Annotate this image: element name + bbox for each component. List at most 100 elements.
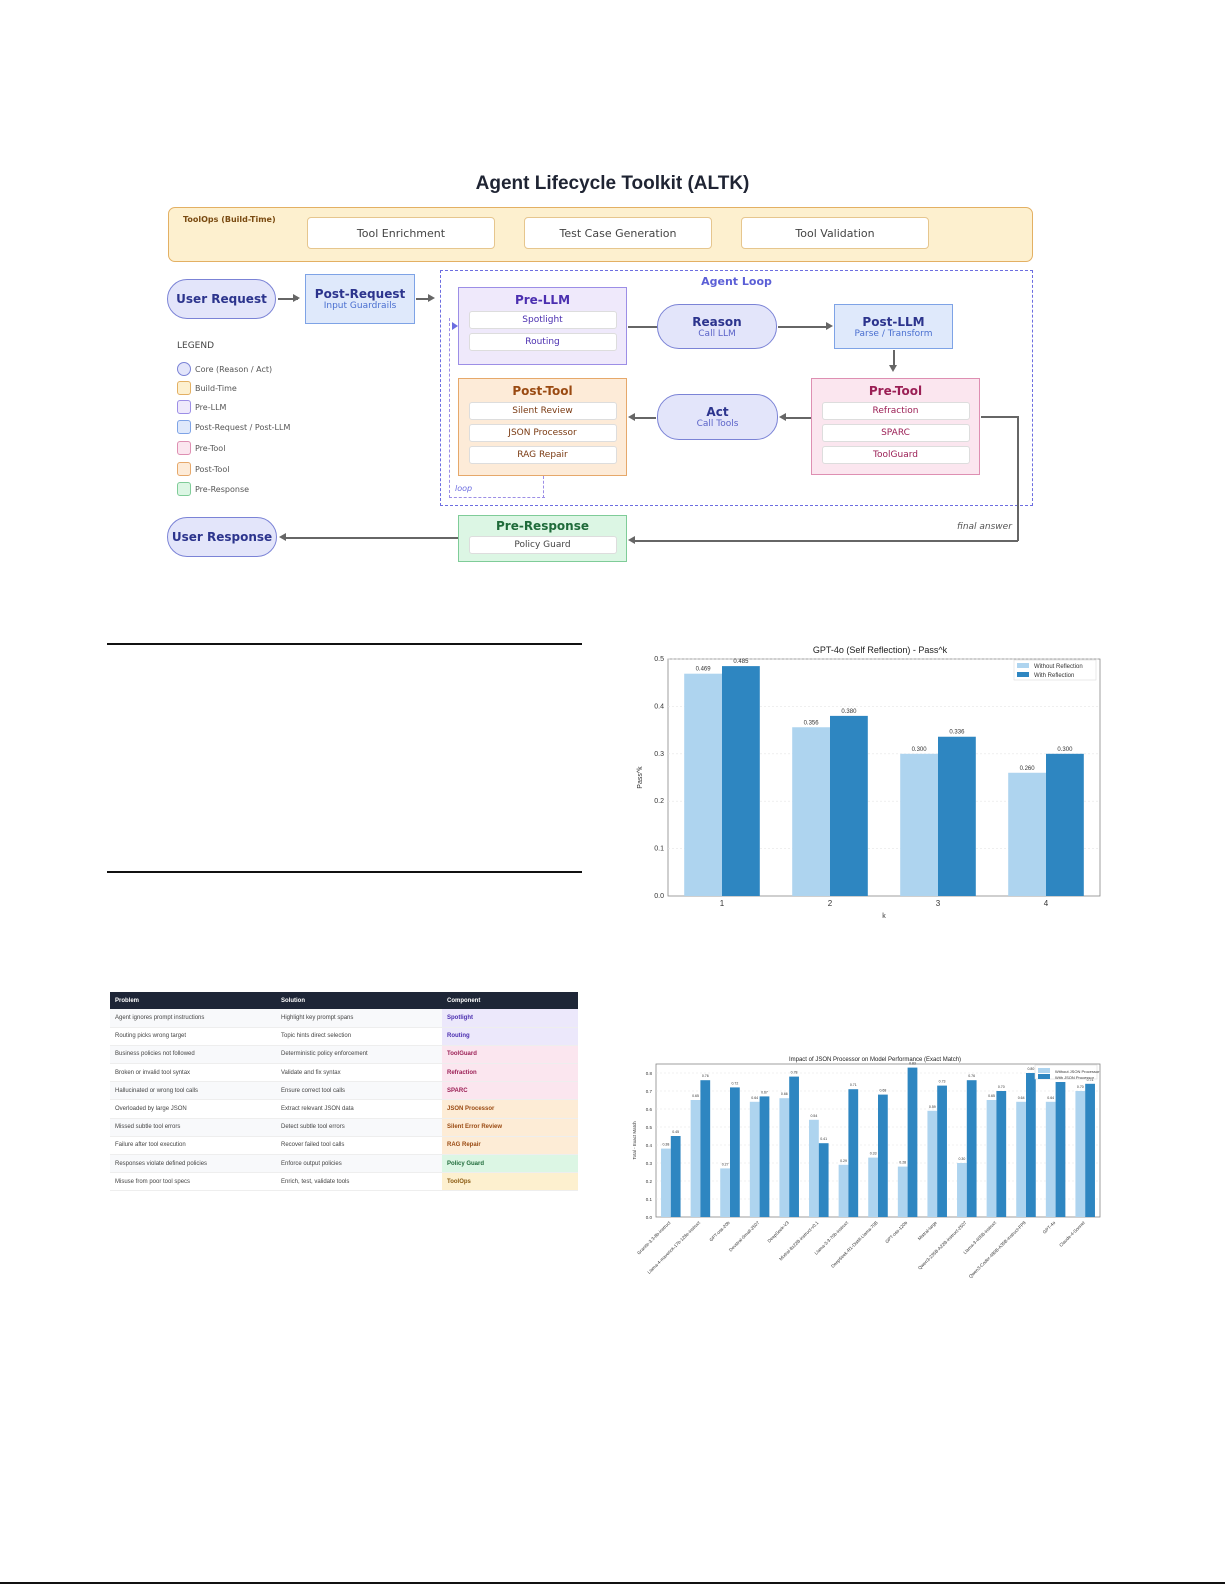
- table-row: Business policies not followed Determinis…: [110, 1045, 578, 1065]
- svg-text:0.2: 0.2: [646, 1179, 653, 1184]
- svg-text:With JSON Processor: With JSON Processor: [1055, 1075, 1095, 1080]
- bar: [1045, 1101, 1056, 1217]
- svg-text:0.8: 0.8: [646, 1071, 653, 1076]
- svg-text:0.72: 0.72: [731, 1081, 738, 1085]
- bar: [907, 1067, 918, 1217]
- svg-text:Pass^k: Pass^k: [637, 766, 644, 789]
- bar: [996, 1091, 1007, 1217]
- header-solution: Solution: [276, 992, 442, 1009]
- bar: [661, 1148, 671, 1217]
- svg-text:0.71: 0.71: [850, 1083, 857, 1087]
- bar: [1085, 1083, 1095, 1217]
- reason-node: Reason Call LLM: [657, 304, 777, 349]
- svg-text:0.38: 0.38: [663, 1143, 670, 1147]
- svg-text:0.336: 0.336: [949, 730, 965, 736]
- pre-llm-node: Pre-LLM Spotlight Routing: [458, 287, 627, 365]
- toolguard-item: ToolGuard: [821, 446, 970, 464]
- arrow-connector: [1017, 416, 1019, 541]
- svg-text:GPT-4o: GPT-4o: [1042, 1220, 1057, 1235]
- bar: [1008, 772, 1046, 896]
- section-divider: [107, 871, 582, 873]
- user-response-label: User Response: [171, 530, 273, 544]
- arrow-connector: [893, 350, 895, 366]
- spotlight-item: Spotlight: [468, 311, 617, 329]
- pre-tool-title: Pre-Tool: [868, 384, 923, 398]
- reason-title: Reason: [692, 314, 742, 329]
- rag-repair-item: RAG Repair: [468, 446, 617, 464]
- arrow-connector: [785, 417, 811, 419]
- toolops-panel: ToolOps (Build-Time) Tool Enrichment Tes…: [168, 207, 1033, 262]
- arrowhead-icon: [293, 294, 300, 302]
- svg-text:0.3: 0.3: [646, 1161, 653, 1166]
- svg-text:GPT-oss-120b: GPT-oss-120b: [884, 1220, 908, 1244]
- bar: [878, 1094, 888, 1217]
- problem-cell: Business policies not followed: [110, 1045, 276, 1065]
- bar: [1026, 1073, 1036, 1217]
- svg-text:With Reflection: With Reflection: [1034, 673, 1074, 679]
- arrowhead-icon: [628, 413, 635, 421]
- arrowhead-icon: [889, 365, 897, 372]
- table-row: Missed subtle tool errors Detect subtle t…: [110, 1118, 578, 1137]
- component-cell: Routing: [442, 1027, 578, 1046]
- svg-text:Total - Exact Match: Total - Exact Match: [632, 1121, 637, 1160]
- svg-text:0.76: 0.76: [702, 1074, 709, 1078]
- svg-text:0.80: 0.80: [1027, 1067, 1034, 1071]
- chart-title: GPT-4o (Self Reflection) - Pass^k: [813, 645, 948, 655]
- problem-cell: Agent ignores prompt instructions: [110, 1009, 276, 1028]
- bar: [1075, 1091, 1086, 1217]
- bar: [838, 1164, 849, 1217]
- bar: [749, 1101, 760, 1217]
- legend-item: Post-Request / Post-LLM: [177, 420, 290, 434]
- silent-review-item: Silent Review: [468, 402, 617, 420]
- table-row: Broken or invalid tool syntax Validate an…: [110, 1063, 578, 1083]
- arrow-connector: [981, 416, 1018, 418]
- bar: [900, 753, 938, 896]
- pre-tool-node: Pre-Tool Refraction SPARC ToolGuard: [811, 378, 980, 475]
- section-divider: [107, 643, 582, 645]
- solution-cell: Deterministic policy enforcement: [276, 1045, 442, 1065]
- svg-text:0.300: 0.300: [1057, 747, 1073, 753]
- problem-solution-table: Problem Solution Component Agent ignores…: [110, 992, 578, 1192]
- legend-item: Pre-Tool: [177, 441, 225, 455]
- post-tool-node: Post-Tool Silent Review JSON Processor R…: [458, 378, 627, 476]
- svg-text:0.0: 0.0: [654, 893, 664, 900]
- svg-text:0.70: 0.70: [1077, 1085, 1084, 1089]
- arrow-connector: [628, 326, 658, 328]
- bar: [690, 1100, 701, 1217]
- bar: [818, 1143, 829, 1217]
- bar: [1046, 753, 1084, 896]
- bar: [792, 727, 830, 896]
- bar: [927, 1110, 938, 1217]
- act-node: Act Call Tools: [657, 394, 778, 440]
- legend-item: Pre-LLM: [177, 400, 226, 414]
- bar: [986, 1100, 997, 1217]
- arrow-connector: [285, 537, 458, 539]
- svg-text:0.65: 0.65: [692, 1094, 699, 1098]
- loop-label: loop: [455, 484, 473, 493]
- bar: [789, 1076, 799, 1217]
- svg-text:0.260: 0.260: [1020, 766, 1036, 772]
- svg-text:Qwen3-Coder-480B-A35B-instruct: Qwen3-Coder-480B-A35B-instruct-FP8: [968, 1220, 1027, 1279]
- svg-text:0.3: 0.3: [654, 751, 664, 758]
- table-row: Overloaded by large JSON Extract relevant…: [110, 1099, 578, 1119]
- svg-text:2: 2: [828, 899, 833, 908]
- svg-text:0.27: 0.27: [722, 1162, 729, 1166]
- bar: [938, 736, 976, 896]
- header-component: Component: [442, 992, 578, 1009]
- svg-text:0.33: 0.33: [870, 1152, 877, 1156]
- bar: [848, 1089, 859, 1217]
- bar: [830, 715, 868, 896]
- svg-text:0.1: 0.1: [654, 846, 664, 853]
- problem-cell: Responses violate defined policies: [110, 1154, 276, 1174]
- svg-text:0.83: 0.83: [909, 1062, 916, 1066]
- table-row: Responses violate defined policies Enforc…: [110, 1154, 578, 1174]
- post-llm-title: Post-LLM: [862, 314, 925, 329]
- bar: [937, 1085, 947, 1217]
- svg-text:0.469: 0.469: [696, 667, 712, 673]
- svg-text:0.1: 0.1: [646, 1197, 653, 1202]
- svg-text:0.28: 0.28: [899, 1161, 906, 1165]
- pre-response-node: Pre-Response Policy Guard: [458, 515, 627, 562]
- arrow-connector: [778, 326, 828, 328]
- reason-subtitle: Call LLM: [698, 328, 736, 339]
- arrowhead-icon: [628, 536, 635, 544]
